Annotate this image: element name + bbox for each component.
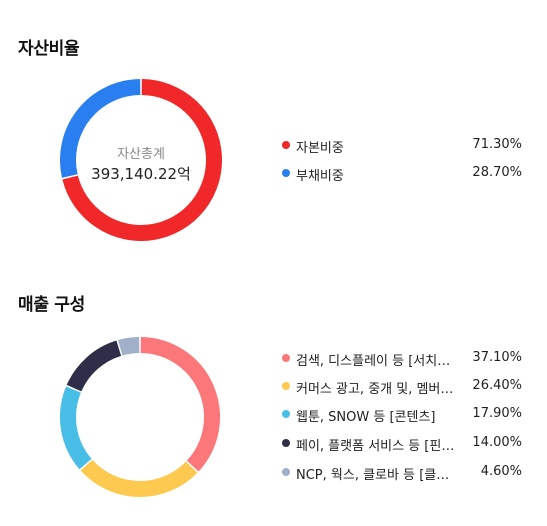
sales-composition-donut-chart xyxy=(60,337,220,497)
legend-label: NCP, 웍스, 클로바 등 [클라우드] xyxy=(296,468,456,483)
asset-ratio-donut-chart xyxy=(60,79,222,241)
legend-dot xyxy=(282,410,290,418)
donut-slice-4 xyxy=(118,337,140,356)
legend-dot xyxy=(282,354,290,362)
legend-item-content: 웹툰, SNOW 등 [콘텐츠] 17.90% xyxy=(282,405,528,425)
legend-item-equity: 자본비중 71.30% xyxy=(282,136,528,156)
legend-item-commerce: 커머스 광고, 중개 및, 멤버십 등 26.40% xyxy=(282,377,528,397)
legend-value: 17.90% xyxy=(472,406,522,421)
legend-dot xyxy=(282,382,290,390)
legend-label: 웹툰, SNOW 등 [콘텐츠] xyxy=(296,410,436,425)
donut-slice-1 xyxy=(60,79,141,178)
donut-slice-1 xyxy=(80,459,198,497)
legend-dot xyxy=(282,468,290,476)
legend-value: 26.40% xyxy=(472,378,522,393)
legend-value: 28.70% xyxy=(472,165,522,180)
donut-slice-0 xyxy=(140,337,220,472)
donut-slice-3 xyxy=(66,340,122,392)
donut-slice-0 xyxy=(62,79,222,241)
legend-value: 14.00% xyxy=(472,435,522,450)
legend-label: 페이, 플랫폼 서비스 등 [핀테크] xyxy=(296,439,456,454)
legend-label: 부채비중 xyxy=(296,169,344,184)
legend-value: 37.10% xyxy=(472,350,522,365)
legend-value: 4.60% xyxy=(480,464,522,479)
legend-item-cloud: NCP, 웍스, 클로바 등 [클라우드] 4.60% xyxy=(282,463,528,483)
legend-value: 71.30% xyxy=(472,137,522,152)
legend-item-debt: 부채비중 28.70% xyxy=(282,164,528,184)
legend-item-fintech: 페이, 플랫폼 서비스 등 [핀테크] 14.00% xyxy=(282,434,528,454)
donut-slice-2 xyxy=(60,386,92,470)
legend-item-search-platform: 검색, 디스플레이 등 [서치플랫폼] 37.10% xyxy=(282,349,528,369)
legend-dot xyxy=(282,141,290,149)
asset-total-value: 393,140.22억 xyxy=(91,165,191,183)
legend-dot xyxy=(282,169,290,177)
asset-ratio-title: 자산비율 xyxy=(18,39,80,59)
sales-composition-title: 매출 구성 xyxy=(18,295,85,315)
legend-dot xyxy=(282,439,290,447)
legend-label: 자본비중 xyxy=(296,141,344,156)
legend-label: 커머스 광고, 중개 및, 멤버십 등 xyxy=(296,382,456,397)
asset-total-label: 자산총계 xyxy=(117,147,165,162)
legend-label: 검색, 디스플레이 등 [서치플랫폼] xyxy=(296,354,456,369)
